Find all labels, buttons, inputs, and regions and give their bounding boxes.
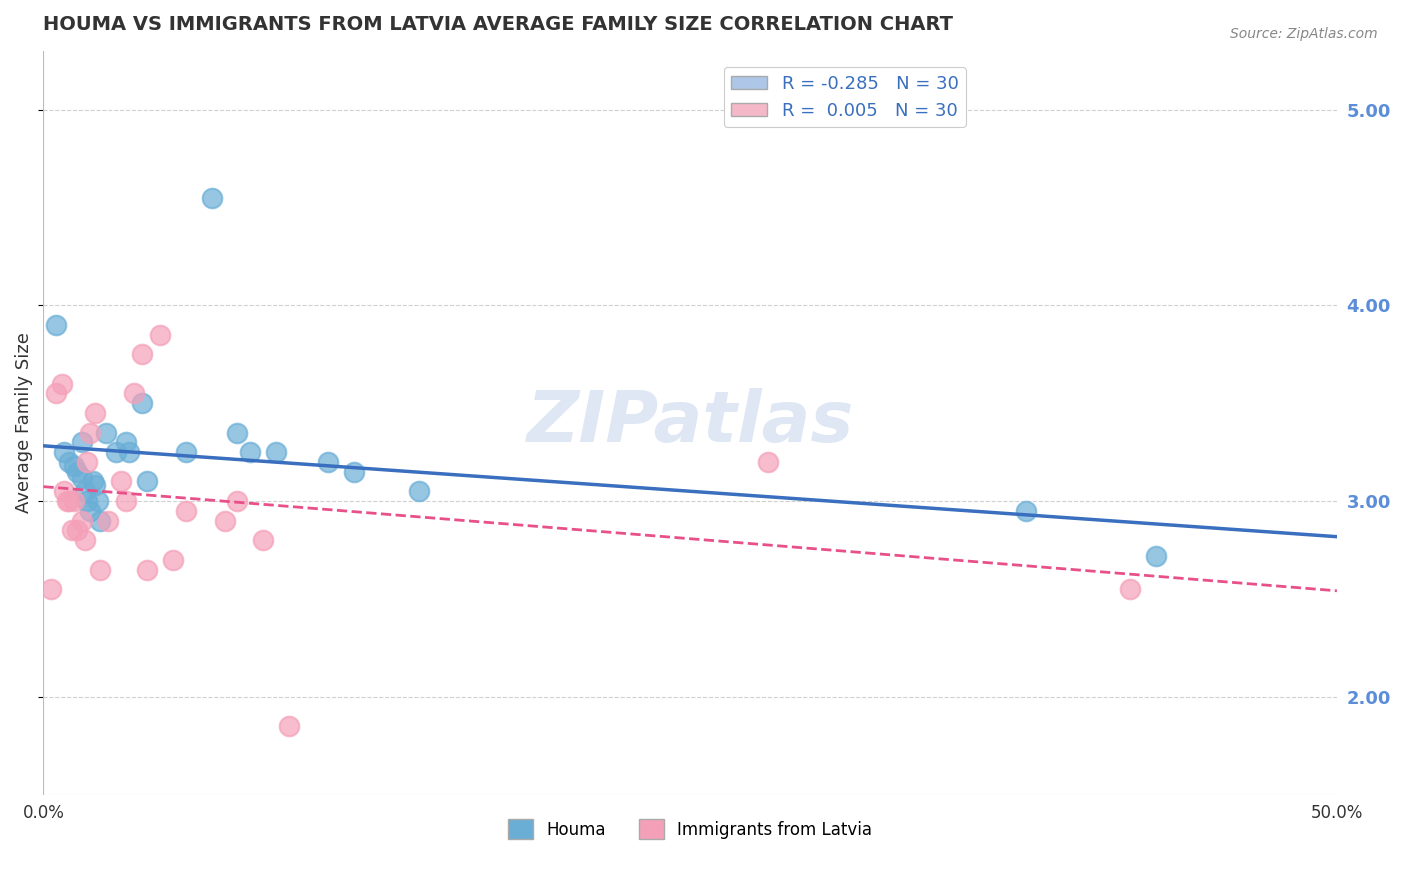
Point [239,445,262,459]
Point [135,475,157,489]
Point [131,347,153,361]
Legend: Houma, Immigrants from Latvia: Houma, Immigrants from Latvia [502,813,879,846]
Point [174,445,197,459]
Text: HOUMA VS IMMIGRANTS FROM LATVIA AVERAGE FAMILY SIZE CORRELATION CHART: HOUMA VS IMMIGRANTS FROM LATVIA AVERAGE … [44,15,953,34]
Point [55,494,77,508]
Point [226,425,249,440]
Point [115,494,138,508]
Point [104,445,127,459]
Point [58,494,80,508]
Point [53,484,76,499]
Point [226,494,249,508]
Point [84,406,107,420]
Point [45,386,67,401]
Point [162,553,184,567]
Point [1144,549,1167,563]
Point [408,484,430,499]
Point [82,475,104,489]
Text: ZIPatlas: ZIPatlas [526,388,853,458]
Point [63,494,86,508]
Point [45,318,67,332]
Point [84,478,107,492]
Point [70,435,93,450]
Point [115,435,138,450]
Point [58,455,80,469]
Point [264,445,287,459]
Point [66,465,89,479]
Point [39,582,62,596]
Point [1119,582,1142,596]
Point [53,445,76,459]
Point [118,445,141,459]
Point [94,425,117,440]
Point [343,465,366,479]
Point [278,719,301,733]
Point [149,327,172,342]
Point [73,533,96,548]
Point [97,514,120,528]
Y-axis label: Average Family Size: Average Family Size [15,333,32,513]
Point [70,470,93,484]
Point [87,494,110,508]
Point [110,475,132,489]
Point [66,524,89,538]
Point [60,524,83,538]
Point [70,514,93,528]
Point [73,484,96,499]
Point [76,455,98,469]
Point [252,533,274,548]
Point [122,386,145,401]
Point [174,504,197,518]
Point [63,458,86,473]
Point [316,455,339,469]
Point [200,191,222,205]
Point [131,396,153,410]
Point [1015,504,1038,518]
Point [756,455,779,469]
Point [89,514,111,528]
Point [79,425,101,440]
Point [79,504,101,518]
Point [76,494,98,508]
Text: Source: ZipAtlas.com: Source: ZipAtlas.com [1230,27,1378,41]
Point [89,563,111,577]
Point [135,563,157,577]
Point [214,514,236,528]
Point [51,376,73,391]
